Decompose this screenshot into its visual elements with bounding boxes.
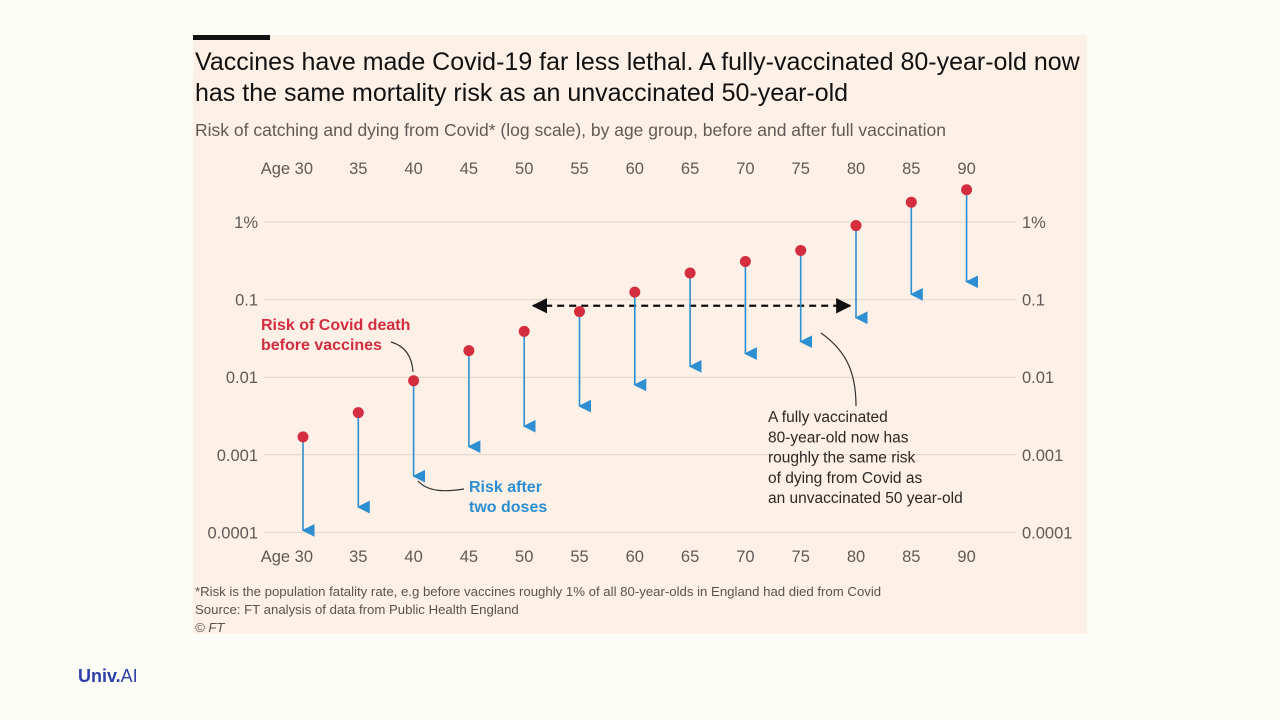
comparison-label-line: of dying from Covid as — [768, 470, 922, 487]
before-point — [629, 286, 641, 298]
after-label-line: Risk after — [469, 479, 542, 496]
y-tick-label-left: 0.001 — [217, 447, 258, 465]
before-point — [518, 325, 530, 337]
ft-accent-bar — [193, 35, 270, 40]
univai-logo: Univ.AI — [78, 666, 138, 687]
y-tick-label-left: 1% — [234, 214, 258, 232]
before-point — [905, 196, 917, 208]
x-tick-label-bottom: 60 — [626, 548, 644, 566]
x-tick-label-bottom: 80 — [847, 548, 865, 566]
before-point — [408, 375, 420, 387]
source-line: Source: FT analysis of data from Public … — [195, 602, 519, 617]
before-point — [352, 407, 364, 419]
y-tick-label-right: 0.001 — [1022, 447, 1063, 465]
x-tick-label-top: 70 — [736, 160, 754, 178]
logo-name: Univ. — [78, 666, 121, 686]
x-tick-label-top: 60 — [626, 160, 644, 178]
logo-suffix: AI — [120, 666, 138, 686]
x-tick-label-top: Age 30 — [261, 160, 313, 178]
before-label-line: Risk of Covid death — [261, 317, 410, 334]
x-tick-label-bottom: 90 — [957, 548, 975, 566]
x-tick-label-bottom: 40 — [404, 548, 422, 566]
after-label-line: two doses — [469, 499, 547, 516]
comparison-label-line: A fully vaccinated — [768, 409, 888, 426]
before-point — [684, 267, 696, 279]
before-label-line: before vaccines — [261, 337, 382, 354]
chart-subtitle: Risk of catching and dying from Covid* (… — [195, 120, 946, 140]
x-tick-label-top: 45 — [460, 160, 478, 178]
y-tick-label-right: 0.0001 — [1022, 524, 1072, 542]
comparison-label-leader — [820, 332, 857, 407]
before-point — [463, 345, 475, 357]
x-tick-label-top: 50 — [515, 160, 533, 178]
x-tick-label-top: 65 — [681, 160, 699, 178]
x-tick-label-top: 90 — [957, 160, 975, 178]
x-tick-label-top: 85 — [902, 160, 920, 178]
y-tick-label-left: 0.0001 — [208, 524, 258, 542]
x-tick-label-bottom: 45 — [460, 548, 478, 566]
copyright: © FT — [195, 620, 225, 635]
x-tick-label-top: 55 — [570, 160, 588, 178]
x-tick-label-top: 80 — [847, 160, 865, 178]
footnote: *Risk is the population fatality rate, e… — [195, 584, 882, 599]
comparison-label-line: an unvaccinated 50 year-old — [768, 490, 963, 507]
y-tick-label-right: 0.01 — [1022, 369, 1054, 387]
x-tick-label-top: 40 — [404, 160, 422, 178]
before-point — [961, 184, 973, 196]
x-tick-label-bottom: 75 — [792, 548, 810, 566]
chart-title: Vaccines have made Covid-19 far less let… — [195, 48, 1080, 107]
before-label-leader — [390, 341, 414, 373]
before-point — [574, 306, 585, 318]
x-tick-label-top: 75 — [792, 160, 810, 178]
before-point — [850, 220, 862, 232]
before-point — [739, 255, 751, 267]
y-tick-label-left: 0.01 — [226, 369, 258, 387]
x-tick-label-bottom: 70 — [736, 548, 754, 566]
x-tick-label-bottom: Age 30 — [261, 548, 313, 566]
y-tick-label-left: 0.1 — [235, 292, 258, 310]
x-tick-label-bottom: 55 — [570, 548, 588, 566]
x-tick-label-bottom: 65 — [681, 548, 699, 566]
y-tick-label-right: 0.1 — [1022, 292, 1045, 310]
chart-footer: *Risk is the population fatality rate, e… — [195, 583, 1085, 637]
x-tick-label-bottom: 85 — [902, 548, 920, 566]
x-tick-label-bottom: 35 — [349, 548, 367, 566]
y-tick-label-right: 1% — [1022, 214, 1046, 232]
comparison-label-line: 80-year-old now has — [768, 429, 909, 446]
before-point — [297, 431, 309, 443]
comparison-label-line: roughly the same risk — [768, 450, 916, 467]
after-label-leader — [417, 480, 465, 492]
chart-card — [193, 35, 1087, 634]
x-tick-label-top: 35 — [349, 160, 367, 178]
before-point — [795, 244, 807, 256]
x-tick-label-bottom: 50 — [515, 548, 533, 566]
